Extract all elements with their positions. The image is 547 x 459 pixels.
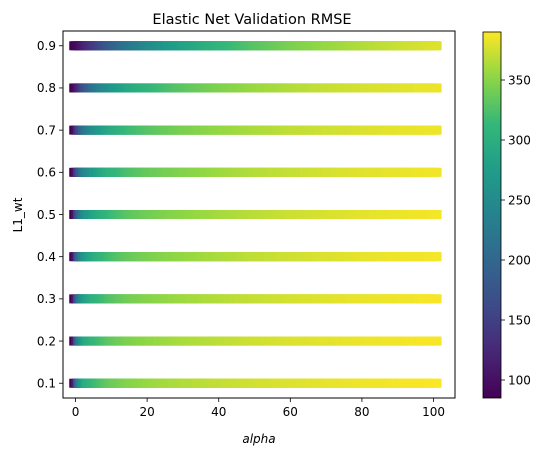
y-tick-label: 0.6: [37, 166, 56, 180]
series-l1-wt-0.2: [69, 336, 442, 346]
colorbar-tick-label: 350: [508, 73, 531, 87]
y-tick-label: 0.7: [37, 123, 56, 137]
scatter-point: [432, 41, 442, 51]
x-axis: 0 20 40 60 80 100: [72, 398, 445, 419]
x-axis-label: alpha: [242, 432, 275, 446]
y-axis-label: L1_wt: [11, 197, 25, 232]
scatter-point: [432, 336, 442, 346]
colorbar-tick-label: 150: [508, 313, 531, 327]
series-l1-wt-0.4: [69, 252, 442, 262]
x-tick-label: 0: [72, 405, 80, 419]
series-l1-wt-0.6: [69, 167, 442, 177]
y-tick-label: 0.4: [37, 250, 56, 264]
colorbar-tick-label: 300: [508, 133, 531, 147]
y-tick-label: 0.3: [37, 292, 56, 306]
scatter-point: [432, 210, 442, 219]
y-axis: 0.1 0.2 0.3 0.4 0.5 0.6 0.7 0.8 0.9: [37, 39, 63, 391]
series-l1-wt-0.8: [69, 83, 442, 93]
colorbar-tick-label: 250: [508, 193, 531, 207]
y-tick-label: 0.9: [37, 39, 56, 53]
scatter-point: [432, 167, 442, 177]
series-l1-wt-0.3: [69, 294, 442, 304]
series-l1-wt-0.9: [69, 41, 442, 51]
plot-marks: [69, 41, 442, 388]
chart-title: Elastic Net Validation RMSE: [152, 12, 351, 28]
series-l1-wt-0.1: [69, 378, 442, 388]
x-tick-label: 100: [422, 405, 445, 419]
y-tick-label: 0.8: [37, 81, 56, 95]
x-tick-label: 40: [211, 405, 226, 419]
x-tick-label: 60: [283, 405, 298, 419]
scatter-point: [432, 294, 442, 304]
scatter-point: [432, 378, 442, 388]
colorbar-tick-label: 200: [508, 253, 531, 267]
scatter-point: [432, 125, 442, 135]
colorbar: [482, 31, 502, 399]
colorbar-tick-label: 100: [508, 373, 531, 387]
colorbar-ticks: 100 150 200 250 300 350: [501, 73, 531, 387]
y-tick-label: 0.5: [37, 208, 56, 222]
series-l1-wt-0.7: [69, 125, 442, 135]
scatter-point: [432, 252, 442, 262]
scatter-point: [432, 83, 442, 93]
y-tick-label: 0.2: [37, 334, 56, 348]
y-tick-label: 0.1: [37, 377, 56, 391]
x-tick-label: 20: [139, 405, 154, 419]
x-tick-label: 80: [354, 405, 369, 419]
series-l1-wt-0.5: [69, 210, 442, 219]
